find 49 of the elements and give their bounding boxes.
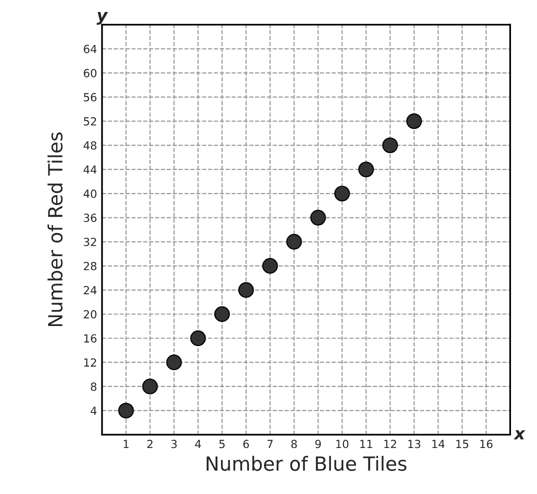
text: x (514, 430, 526, 440)
x-tick-label: 14 (432, 440, 445, 448)
y-tick-label: 16 (84, 334, 96, 343)
point (142, 378, 158, 394)
point (166, 354, 182, 370)
y-tick-label: 44 (84, 166, 97, 174)
point (118, 402, 134, 418)
y-tick-label: 52 (84, 117, 96, 126)
x-tick-label: 11 (360, 440, 372, 448)
point (190, 330, 206, 346)
x-tick-label: 6 (243, 440, 249, 448)
y-tick-label: 8 (90, 382, 96, 391)
x-axis-title: Number of Blue Tiles (206, 456, 406, 471)
x-tick-label: 4 (195, 440, 201, 448)
point (310, 210, 326, 226)
y-tick-label: 24 (84, 286, 97, 294)
y-tick-label: 4 (90, 406, 97, 415)
point (238, 282, 254, 298)
x-tick-label: 15 (456, 440, 468, 448)
x-tick-label: 10 (336, 440, 348, 448)
x-tick-label: 12 (384, 440, 396, 448)
x-tick-label: 3 (171, 440, 177, 448)
y-tick-label: 20 (84, 310, 96, 319)
y-axis-title: Number of Red Tiles (48, 132, 63, 326)
y-tick-label: 12 (84, 358, 96, 367)
y-tick-label: 56 (84, 93, 96, 102)
point (214, 306, 230, 322)
y-tick-label: 48 (84, 141, 96, 150)
y-tick-label: 40 (84, 190, 96, 198)
y-tick-label: 32 (84, 238, 96, 246)
point (286, 234, 302, 250)
text: y (96, 12, 108, 25)
point (358, 162, 374, 178)
y-tick-label: 64 (84, 44, 97, 54)
point (262, 258, 278, 274)
y-tick-label: 60 (84, 68, 96, 78)
x-tick-label: 16 (480, 440, 493, 448)
y-tick-label: 36 (84, 214, 96, 222)
point (406, 113, 422, 130)
x-tick-label: 13 (408, 440, 420, 448)
x-tick-label: 5 (219, 440, 225, 448)
y-tick-label: 28 (84, 262, 96, 270)
x-tick-label: 9 (315, 440, 321, 448)
point (334, 186, 350, 202)
x-tick-label: 7 (267, 440, 273, 448)
x-tick-label: 2 (147, 440, 152, 448)
x-tick-label: 8 (291, 440, 297, 448)
point (382, 137, 398, 154)
x-tick-label: 1 (124, 440, 129, 448)
